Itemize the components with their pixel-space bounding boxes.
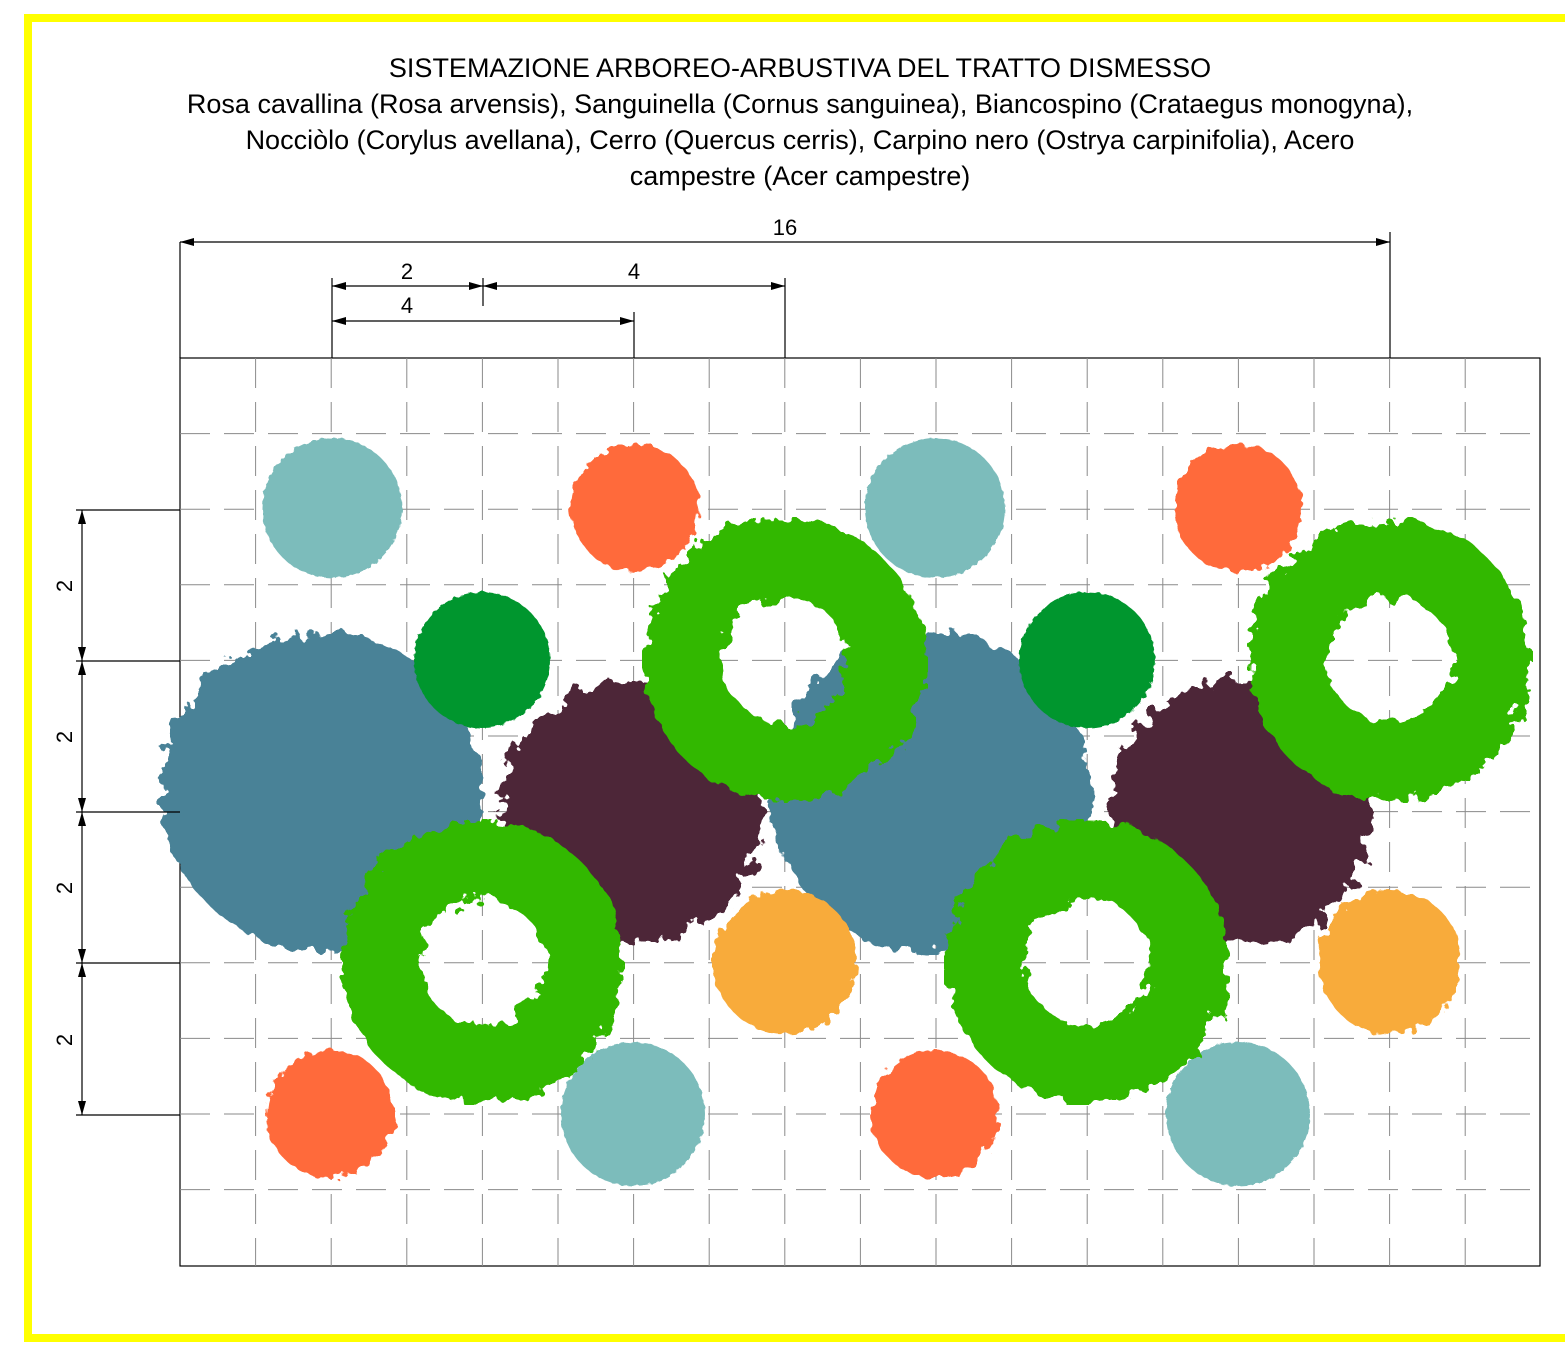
left-dimensions: [76, 509, 180, 1116]
species-line-1: Rosa cavallina (Rosa arvensis), Sanguine…: [186, 89, 1414, 119]
light-teal-shrub: [561, 1042, 705, 1186]
bright-green-ring-tree: [946, 821, 1228, 1103]
dim-row-2: 2: [52, 731, 77, 743]
orange-red-shrub: [571, 444, 699, 572]
dim-total-width: 16: [773, 215, 797, 240]
dim-row-4: 2: [52, 1034, 77, 1046]
bright-green-ring-tree: [341, 821, 623, 1103]
dim-row-1: 2: [52, 580, 77, 592]
light-teal-shrub: [865, 438, 1005, 578]
dark-green-shrub: [1019, 592, 1155, 728]
title-block: SISTEMAZIONE ARBOREO-ARBUSTIVA DEL TRATT…: [60, 50, 1540, 194]
dark-green-shrub: [414, 592, 550, 728]
bright-green-ring-tree: [644, 519, 926, 801]
dim-spacing-a: 2: [401, 259, 413, 284]
orange-red-shrub: [871, 1050, 999, 1178]
light-teal-shrub: [262, 438, 402, 578]
drawing-title: SISTEMAZIONE ARBOREO-ARBUSTIVA DEL TRATT…: [388, 53, 1212, 83]
amber-shrub: [1318, 890, 1462, 1034]
orange-red-shrub: [1174, 444, 1302, 572]
species-line-2: Nocciòlo (Corylus avellana), Cerro (Quer…: [245, 125, 1355, 155]
species-line-3: campestre (Acer campestre): [629, 161, 971, 191]
orange-red-shrub: [266, 1050, 394, 1178]
light-teal-shrub: [1166, 1042, 1310, 1186]
dim-row-3: 2: [52, 882, 77, 894]
amber-shrub: [713, 890, 857, 1034]
plants-layer: [162, 438, 1531, 1186]
top-dimensions: [179, 232, 1391, 358]
bright-green-ring-tree: [1249, 519, 1531, 801]
dim-spacing-c: 4: [401, 293, 413, 318]
top-dimension-arrows: [180, 238, 1390, 325]
left-dimension-arrows: [78, 510, 86, 1115]
dim-spacing-b: 4: [628, 259, 640, 284]
